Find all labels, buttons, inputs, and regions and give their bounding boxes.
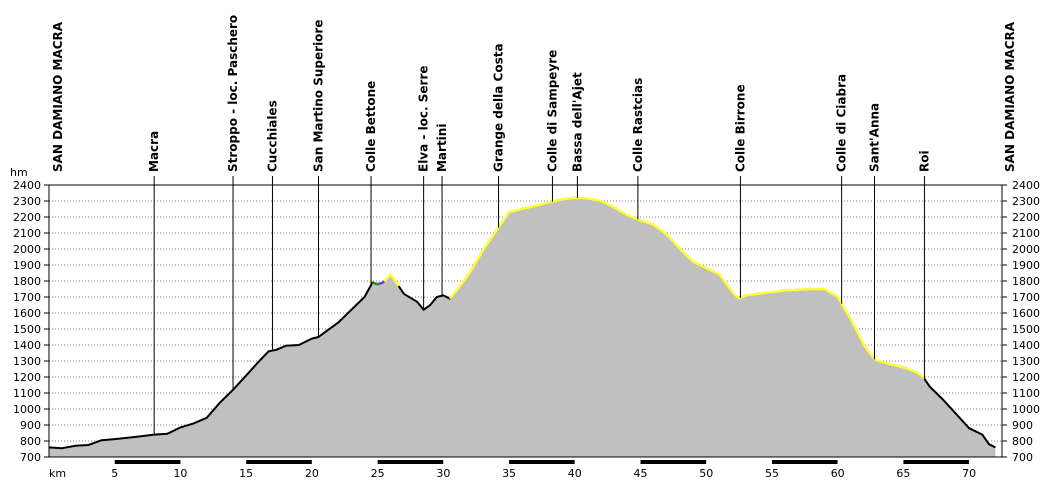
y-tick-label: 1100 bbox=[13, 387, 41, 400]
km-scale-band bbox=[903, 460, 970, 464]
km-scale-band bbox=[640, 460, 707, 464]
x-tick-label: 30 bbox=[436, 467, 450, 480]
place-label: Colle di Ciabra bbox=[835, 74, 849, 172]
place-label: Colle di Sampeyre bbox=[545, 50, 559, 172]
km-scale-band bbox=[377, 460, 444, 464]
place-label: Bassa dell'Ajet bbox=[570, 72, 584, 172]
y-tick-label: 1400 bbox=[13, 339, 41, 352]
y-axis-right-ticks: 700 800 900 1000 1100 1200 1300 1400 1500 1600 170… bbox=[1002, 179, 1040, 464]
plot-border bbox=[48, 184, 1003, 458]
place-label: SAN DAMIANO MACRA bbox=[51, 21, 65, 172]
place-label: San Martino Superiore bbox=[311, 20, 325, 172]
y-tick-label: 1500 bbox=[13, 323, 41, 336]
x-tick-label: 10 bbox=[173, 467, 187, 480]
x-tick-label: 45 bbox=[634, 467, 648, 480]
km-scale-band bbox=[114, 460, 181, 464]
x-tick-label: 60 bbox=[831, 467, 845, 480]
km-scale-band bbox=[509, 460, 575, 464]
y-axis-label: hm bbox=[10, 166, 28, 179]
profile-area bbox=[48, 196, 996, 458]
x-tick-label: 50 bbox=[699, 467, 713, 480]
y-tick-label: 2400 bbox=[13, 179, 41, 192]
place-label: Colle Bettone bbox=[364, 81, 378, 172]
y-tick-label: 1000 bbox=[13, 403, 41, 416]
km-scale-band bbox=[311, 460, 378, 464]
y-tick-label: 1300 bbox=[13, 355, 41, 368]
y-tick-label: 2000 bbox=[13, 243, 41, 256]
gravel-segment bbox=[448, 196, 926, 380]
y-tick-label: 2300 bbox=[13, 195, 41, 208]
km-scale-band bbox=[574, 460, 641, 464]
y-tick-label: 700 bbox=[20, 451, 41, 464]
green-segment bbox=[372, 281, 381, 286]
x-tick-label: 65 bbox=[896, 467, 910, 480]
km-scale-band bbox=[771, 460, 838, 464]
place-label: Sant'Anna bbox=[867, 103, 881, 172]
y-tick-label-right: 1500 bbox=[1012, 323, 1040, 336]
place-label: Grange della Costa bbox=[492, 43, 506, 172]
place-label: Stroppo - loc. Paschero bbox=[226, 15, 240, 172]
y-tick-label: 1700 bbox=[13, 291, 41, 304]
y-tick-label: 2200 bbox=[13, 211, 41, 224]
place-label: Cucchiales bbox=[265, 100, 279, 172]
x-tick-label: 40 bbox=[568, 467, 582, 480]
y-tick-label: 1800 bbox=[13, 275, 41, 288]
y-tick-label-right: 2400 bbox=[1012, 179, 1040, 192]
y-tick-label-right: 2100 bbox=[1012, 227, 1040, 240]
km-scale-band bbox=[837, 460, 904, 464]
y-tick-label-right: 1100 bbox=[1012, 387, 1040, 400]
y-tick-label-right: 2000 bbox=[1012, 243, 1040, 256]
km-scale-band bbox=[706, 460, 772, 464]
x-axis-label: km bbox=[49, 467, 66, 480]
y-tick-label-right: 1000 bbox=[1012, 403, 1040, 416]
y-axis-left-ticks: 700 800 900 1000 1100 1200 1300 1400 1500 1600 170… bbox=[13, 179, 49, 464]
y-tick-label: 2100 bbox=[13, 227, 41, 240]
x-tick-label: 25 bbox=[371, 467, 385, 480]
km-scale-band bbox=[49, 460, 115, 464]
km-scale-band bbox=[180, 460, 247, 464]
y-tick-label-right: 800 bbox=[1012, 435, 1033, 448]
chart-frame bbox=[48, 184, 1003, 458]
km-scale-band bbox=[443, 460, 510, 464]
x-tick-label: 20 bbox=[305, 467, 319, 480]
y-tick-label: 900 bbox=[20, 419, 41, 432]
place-label: Colle Birrone bbox=[733, 84, 747, 172]
y-tick-label-right: 900 bbox=[1012, 419, 1033, 432]
x-tick-label: 15 bbox=[239, 467, 253, 480]
y-tick-label-right: 2300 bbox=[1012, 195, 1040, 208]
y-tick-label: 1900 bbox=[13, 259, 41, 272]
y-tick-label: 800 bbox=[20, 435, 41, 448]
y-tick-label-right: 1600 bbox=[1012, 307, 1040, 320]
place-label: Martini bbox=[435, 124, 449, 172]
x-axis: 5 10 15 20 25 30 35 40 45 50 55 60 65 70 bbox=[49, 460, 1002, 480]
x-tick-label: 5 bbox=[111, 467, 118, 480]
y-tick-label: 1200 bbox=[13, 371, 41, 384]
profile-fill bbox=[49, 197, 996, 458]
km-scale-band bbox=[246, 460, 312, 464]
place-label: Roi bbox=[917, 150, 931, 172]
place-label: Elva - loc. Serre bbox=[417, 65, 431, 172]
y-tick-label-right: 1300 bbox=[1012, 355, 1040, 368]
y-tick-label-right: 700 bbox=[1012, 451, 1033, 464]
x-tick-label: 35 bbox=[502, 467, 516, 480]
y-tick-label-right: 1900 bbox=[1012, 259, 1040, 272]
place-labels: SAN DAMIANO MACRA Macra Stroppo - loc. Pas… bbox=[51, 15, 1017, 172]
place-lines bbox=[153, 176, 925, 435]
x-tick-label: 55 bbox=[765, 467, 779, 480]
km-scale-band bbox=[969, 460, 1002, 464]
y-tick-label: 1600 bbox=[13, 307, 41, 320]
y-tick-label-right: 1800 bbox=[1012, 275, 1040, 288]
y-tick-label-right: 2200 bbox=[1012, 211, 1040, 224]
y-tick-label-right: 1200 bbox=[1012, 371, 1040, 384]
x-tick-label: 70 bbox=[962, 467, 976, 480]
place-label: Colle Rastcias bbox=[631, 78, 645, 172]
place-label: SAN DAMIANO MACRA bbox=[1003, 21, 1017, 172]
y-tick-label-right: 1700 bbox=[1012, 291, 1040, 304]
y-tick-label-right: 1400 bbox=[1012, 339, 1040, 352]
gravel-segment bbox=[382, 273, 400, 287]
purple-segment bbox=[379, 280, 386, 285]
place-label: Macra bbox=[147, 131, 161, 172]
